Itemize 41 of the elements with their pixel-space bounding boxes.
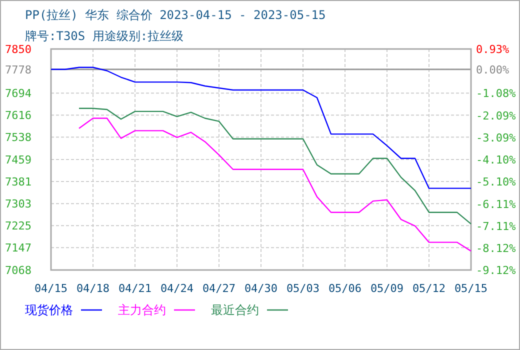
legend-label: 最近合约 [211,303,259,317]
y2-tick-label: -8.12% [476,242,516,256]
y2-tick-label: -4.10% [476,154,516,167]
y2-tick-label: -5.10% [476,176,516,189]
x-tick-label: 05/09 [370,282,404,295]
y-tick-label: 7778 [5,63,32,76]
y-tick-label: 7381 [5,176,32,189]
y-tick-label: 7538 [5,131,32,144]
x-tick-label: 04/24 [160,282,194,295]
y2-tick-label: -6.11% [476,198,516,211]
x-tick-label: 04/30 [244,282,278,295]
x-tick-label: 05/06 [328,282,362,295]
y-tick-label: 7068 [5,264,32,277]
x-tick-label: 05/12 [412,282,446,295]
line-series [78,108,472,225]
y2-tick-label: 0.93% [476,43,510,56]
line-series [50,66,472,189]
chart-subtitle: 牌号:T30S 用途级别:拉丝级 [25,29,184,43]
y2-tick-label: 0.00% [476,63,510,76]
y-tick-label: 7303 [5,198,32,211]
y-tick-label: 7694 [5,87,32,100]
y2-tick-label: -7.11% [476,220,516,233]
x-tick-label: 04/15 [34,282,68,295]
x-tick-label: 04/21 [118,282,152,295]
y2-tick-label: -2.09% [476,109,516,122]
chart-title: PP(拉丝) 华东 综合价 2023-04-15 - 2023-05-15 [25,8,326,22]
legend-label: 主力合约 [118,303,166,317]
y-tick-label: 7459 [5,154,32,166]
y-tick-label: 7147 [5,242,32,255]
y2-tick-label: -1.08% [476,87,516,100]
y-tick-label: 7616 [5,109,32,122]
legend-label: 现货价格 [25,303,73,317]
y2-tick-label: -9.12% [476,264,516,277]
x-tick-label: 04/18 [76,282,110,295]
x-tick-label: 05/15 [454,282,488,295]
y-tick-label: 7225 [5,220,32,233]
x-tick-label: 04/27 [202,282,236,295]
x-tick-label: 05/03 [286,282,320,295]
y-tick-label: 7850 [5,43,32,56]
line-series [78,118,472,252]
y2-tick-label: -3.09% [476,131,516,144]
